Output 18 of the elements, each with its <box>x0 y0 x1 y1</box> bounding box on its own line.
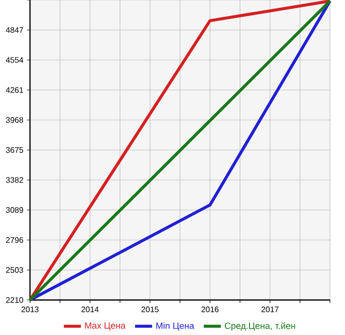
x-tick-label: 2016 <box>202 306 219 312</box>
y-tick-label: 3675 <box>6 147 24 153</box>
y-tick-label: 4261 <box>6 87 24 93</box>
y-tick-label: 3089 <box>6 207 24 213</box>
y-tick-label: 4847 <box>6 27 24 33</box>
y-tick-label: 2796 <box>6 237 24 243</box>
x-tick-label: 2014 <box>82 306 99 312</box>
x-tick-label: 2013 <box>22 306 39 312</box>
x-tick-label: 2015 <box>142 306 159 312</box>
y-tick-label: 3382 <box>6 177 24 183</box>
y-tick-label: 2503 <box>6 267 24 273</box>
y-tick-label: 2210 <box>6 297 24 303</box>
y-tick-label: 4554 <box>6 57 24 63</box>
y-tick-label: 3968 <box>6 117 24 123</box>
legend-label: Max Цена <box>85 322 126 330</box>
legend-label: Min Цена <box>156 322 194 331</box>
legend-label: Сред.Цена, т.йен <box>224 322 296 331</box>
x-tick-label: 2017 <box>262 306 278 312</box>
